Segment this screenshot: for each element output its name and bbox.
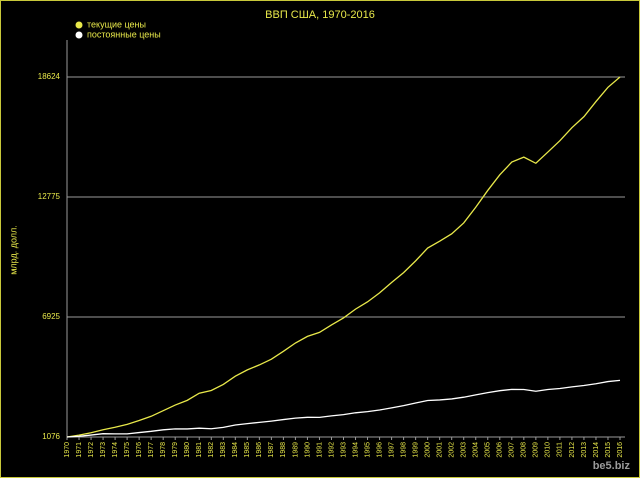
x-tick-label: 2012 [569,442,576,458]
x-tick-label: 1988 [280,442,287,458]
x-tick-label: 1976 [136,442,143,458]
x-tick-label: 2009 [533,442,540,458]
legend-marker [75,31,83,39]
x-tick-label: 1995 [364,442,371,458]
x-tick-label: 1972 [88,442,95,458]
x-tick-label: 1981 [196,442,203,458]
x-tick-label: 2000 [424,442,431,458]
x-tick-label: 1996 [376,442,383,458]
x-tick-label: 1998 [400,442,407,458]
legend-label: постоянные цены [87,29,161,39]
y-tick-label: 18624 [38,72,61,81]
legend-label: текущие цены [87,19,146,29]
x-tick-label: 1971 [76,442,83,458]
x-tick-label: 1989 [292,442,299,458]
chart-title: ВВП США, 1970-2016 [265,9,375,21]
x-tick-label: 1983 [220,442,227,458]
x-tick-label: 1975 [124,442,131,458]
x-tick-label: 1999 [412,442,419,458]
x-tick-label: 1984 [232,442,239,458]
x-tick-label: 2010 [545,442,552,458]
x-tick-label: 1990 [304,442,311,458]
x-tick-label: 2007 [509,442,516,458]
x-tick-label: 2014 [593,442,600,458]
series-line [66,379,621,438]
x-tick-label: 2008 [521,442,528,458]
y-tick-label: 6925 [42,312,60,321]
x-tick-label: 2015 [605,442,612,458]
y-tick-label: 1076 [42,432,60,441]
x-tick-label: 1970 [64,442,71,458]
x-tick-label: 1982 [208,442,215,458]
legend-marker [75,21,83,29]
x-tick-label: 1991 [316,442,323,458]
x-tick-label: 2004 [473,442,480,458]
x-tick-label: 1978 [160,442,167,458]
x-tick-label: 1986 [256,442,263,458]
watermark: be5.biz [593,460,631,472]
x-tick-label: 2003 [461,442,468,458]
x-tick-label: 1985 [244,442,251,458]
x-tick-label: 2013 [581,442,588,458]
x-tick-label: 2001 [437,442,444,458]
y-axis-label: млрд. долл. [8,225,18,275]
x-tick-label: 1993 [340,442,347,458]
x-tick-label: 1973 [100,442,107,458]
series-line [66,76,621,438]
x-tick-label: 2005 [485,442,492,458]
y-tick-label: 12775 [38,192,61,201]
x-tick-label: 2002 [449,442,456,458]
x-tick-label: 1979 [172,442,179,458]
x-tick-label: 1974 [112,442,119,458]
x-tick-label: 1987 [268,442,275,458]
x-tick-label: 1992 [328,442,335,458]
x-tick-label: 2016 [617,442,624,458]
x-tick-label: 1994 [352,442,359,458]
x-tick-label: 2006 [497,442,504,458]
x-tick-label: 1980 [184,442,191,458]
x-tick-label: 1977 [148,442,155,458]
x-tick-label: 1997 [388,442,395,458]
x-tick-label: 2011 [557,442,564,457]
